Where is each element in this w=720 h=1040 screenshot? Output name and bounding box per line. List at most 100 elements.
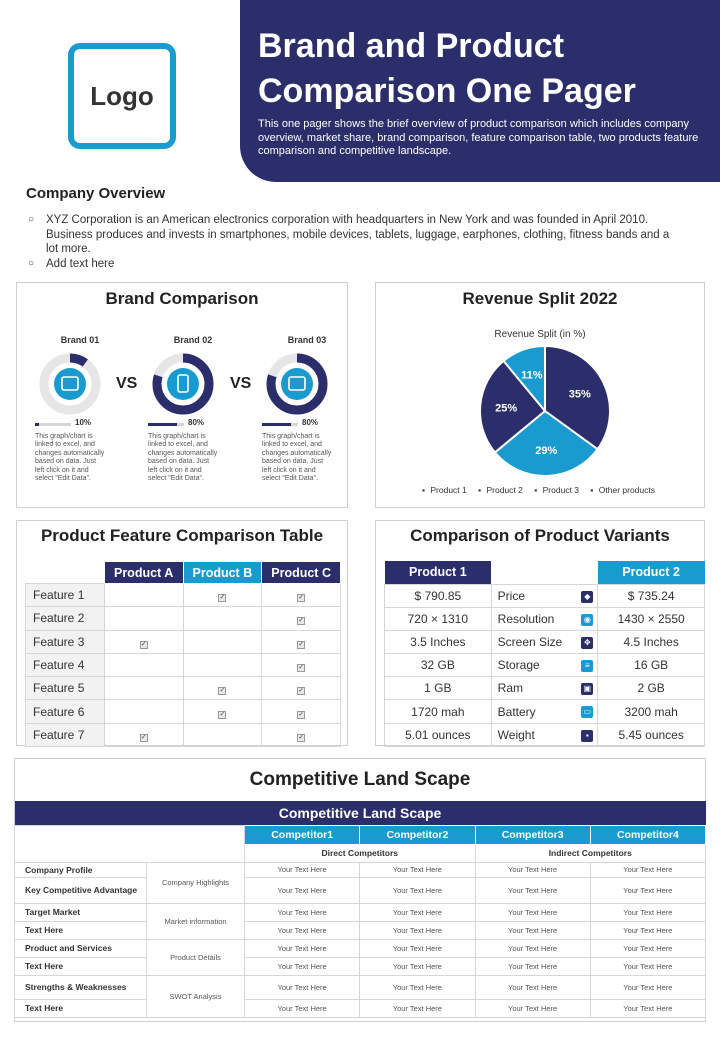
product2-value: 1430 × 2550 <box>597 606 705 631</box>
pie-slice <box>493 409 599 477</box>
attribute-cell: Screen Size ✥ <box>490 629 599 655</box>
row-label: Company Profile <box>14 861 147 878</box>
row-label: Text Here <box>14 956 147 976</box>
table-row: $ 790.85 Price ◆ $ 735.24 <box>384 583 705 608</box>
overview-text: XYZ Corporation is an American electroni… <box>46 214 670 255</box>
competitor-header: Competitor1 <box>243 824 361 845</box>
table-corner <box>25 561 105 584</box>
brand-progress-bar <box>262 423 298 426</box>
brand-donut <box>152 353 214 415</box>
revenue-split-title: Revenue Split 2022 <box>462 289 618 308</box>
landscape-title: Competitive Land Scape <box>249 769 471 790</box>
revenue-split-panel: Revenue Split 2022 Revenue Split (in %) … <box>375 282 705 508</box>
table-row: 1 GB Ram ▣ 2 GB <box>384 676 705 701</box>
feature-table: Product A Product B Product C Feature 1 ✓… <box>25 561 341 748</box>
table-row: Feature 2 ✓ <box>25 606 341 631</box>
feature-cell: ✓ <box>182 699 263 724</box>
donut-arc <box>39 353 101 415</box>
brand-name: Brand 01 <box>60 335 100 345</box>
variants-title: Comparison of Product Variants <box>410 526 670 545</box>
vs-label: VS <box>230 375 252 392</box>
logo-text: Logo <box>90 80 154 111</box>
overview-title: Company Overview <box>26 185 166 202</box>
check-icon: ✓ <box>297 594 306 603</box>
placeholder-cell: Your Text Here <box>243 920 361 940</box>
chip-icon: ▣ <box>581 683 594 696</box>
product2-value: 3200 mah <box>597 699 705 724</box>
placeholder-cell: Your Text Here <box>589 974 707 1000</box>
placeholder-cell: Your Text Here <box>589 956 707 976</box>
attribute-label: Ram <box>497 681 523 696</box>
camera-icon: ◉ <box>581 613 594 626</box>
pie-slice <box>479 359 547 454</box>
placeholder-cell: Your Text Here <box>359 876 476 904</box>
check-icon: ✓ <box>218 710 227 719</box>
feature-cell <box>103 652 184 678</box>
product1-value: 1720 mah <box>384 699 492 724</box>
logo: Logo <box>68 43 176 149</box>
feature-cell: ✓ <box>261 582 341 608</box>
donut-arc <box>266 353 328 415</box>
feature-cell: ✓ <box>261 629 341 654</box>
table-row: 32 GB Storage ≡ 16 GB <box>384 653 705 678</box>
table-row: Text Here Your Text Here Your Text Here You… <box>14 920 707 940</box>
check-icon: ✓ <box>297 640 306 649</box>
price-tag-icon: ◆ <box>581 590 594 603</box>
attribute-label: Resolution <box>497 611 555 626</box>
variants-table: Product 1 Product 2 $ 790.85 Price ◆ $ 735.… <box>384 561 705 747</box>
placeholder-cell: Your Text Here <box>589 876 707 904</box>
placeholder-cell: Your Text Here <box>243 956 361 976</box>
placeholder-cell: Your Text Here <box>243 861 361 878</box>
placeholder-cell: Your Text Here <box>359 998 476 1018</box>
check-icon: ✓ <box>297 733 306 742</box>
row-label: Text Here <box>14 998 147 1018</box>
feature-cell: ✓ <box>182 582 263 608</box>
brand-description: This graph/chart is linked to excel, and… <box>35 433 105 483</box>
feature-cell: ✓ <box>103 629 184 654</box>
brand-donut <box>39 353 101 415</box>
table-row: 5.01 ounces Weight ▪ 5.45 ounces <box>384 722 705 747</box>
product1-value: $ 790.85 <box>384 583 492 608</box>
row-label: Target Market <box>14 902 147 922</box>
placeholder-cell: Your Text Here <box>359 956 476 976</box>
placeholder-cell: Your Text Here <box>474 938 591 958</box>
placeholder-cell: Your Text Here <box>359 920 476 940</box>
row-group-label: Company Highlights <box>146 861 245 904</box>
landscape-banner: Competitive Land Scape <box>14 801 706 825</box>
row-label: Key Competitive Advantage <box>14 876 147 904</box>
feature-cell: ✓ <box>261 676 341 701</box>
feature-table-panel: Product Feature Comparison Table Product… <box>16 520 348 748</box>
product2-value: 5.45 ounces <box>597 722 705 747</box>
feature-cell <box>103 606 184 631</box>
legend-item: ▪ Product 1 <box>421 485 467 495</box>
feature-label: Feature 4 <box>25 652 105 678</box>
feature-label: Feature 5 <box>25 676 105 701</box>
placeholder-cell: Your Text Here <box>474 998 591 1018</box>
row-group-label: Product Details <box>146 938 245 976</box>
brand-donut <box>266 353 328 415</box>
competitor-header: Competitor2 <box>359 824 476 845</box>
competitor-header: Competitor3 <box>474 824 591 845</box>
monitor-icon <box>281 368 313 400</box>
feature-label: Feature 3 <box>25 629 105 654</box>
feature-cell <box>103 676 184 701</box>
expand-icon: ✥ <box>581 636 594 649</box>
attribute-label: Price <box>497 588 525 603</box>
product1-header: Product 1 <box>384 561 492 584</box>
placeholder-cell: Your Text Here <box>243 974 361 1000</box>
product1-value: 3.5 Inches <box>384 629 492 655</box>
brand-description: This graph/chart is linked to excel, and… <box>262 433 332 483</box>
check-icon: ✓ <box>297 664 306 673</box>
brand-progress-fill <box>148 423 177 426</box>
brand-card-2: Brand 02 80% This graph/chart is linked … <box>148 335 238 482</box>
row-label: Text Here <box>14 920 147 940</box>
placeholder-cell: Your Text Here <box>589 998 707 1018</box>
attribute-label: Storage <box>497 658 540 673</box>
feature-label: Feature 6 <box>25 699 105 724</box>
product2-value: 16 GB <box>597 653 705 678</box>
placeholder-cell: Your Text Here <box>474 956 591 976</box>
table-row: Feature 5 ✓ ✓ <box>25 676 341 701</box>
placeholder-cell: Your Text Here <box>589 938 707 958</box>
feature-label: Feature 1 <box>25 582 105 608</box>
page-description: This one pager shows the brief overview … <box>258 118 699 157</box>
